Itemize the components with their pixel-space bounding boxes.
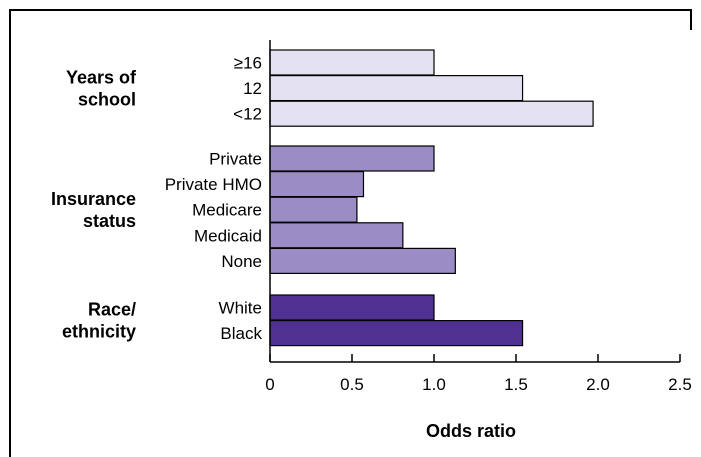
category-label-g1-2: Medicare [192,201,262,220]
category-label-g0-0: ≥16 [234,54,262,73]
bar-g0-1 [269,74,524,102]
group-label-0-line-1: school [78,89,136,109]
x-tick-label-3: 1.5 [504,375,528,394]
bar-g0-2 [269,100,594,127]
x-tick-label-5: 2.5 [668,375,692,394]
bar-g1-3 [269,222,404,249]
category-label-g2-1: Black [220,324,262,343]
bar-g2-1 [269,320,524,347]
bar-g0-0 [269,49,435,76]
bars-layer [269,49,594,347]
bar-g1-1 [269,171,365,198]
group-label-1-line-1: status [83,211,136,231]
bar-g1-0 [269,145,435,172]
x-axis-title: Odds ratio [426,421,516,441]
chart-frame [9,9,692,457]
category-label-g1-4: None [221,252,262,271]
x-tick-label-1: 0.5 [340,375,364,394]
category-label-g1-0: Private [209,150,262,169]
x-tick-label-0: 0 [265,375,274,394]
group-label-2-line-0: Race/ [88,300,136,320]
group-label-0-line-0: Years of [66,67,137,87]
x-tick-label-4: 2.0 [586,375,610,394]
x-axis: 0 0.5 1.0 1.5 2.0 2.5 [265,40,692,394]
group-label-2-line-1: ethnicity [62,322,136,342]
category-label-g0-2: <12 [233,105,262,124]
category-label-g1-3: Medicaid [194,226,262,245]
category-label-g1-1: Private HMO [165,175,262,194]
bar-g1-2 [269,196,358,223]
x-tick-label-2: 1.0 [422,375,446,394]
category-label-g2-0: White [219,299,262,318]
bar-g1-4 [269,247,456,274]
category-label-g0-1: 12 [243,79,262,98]
bar-g2-0 [269,294,435,321]
group-label-1-line-0: Insurance [51,189,136,209]
